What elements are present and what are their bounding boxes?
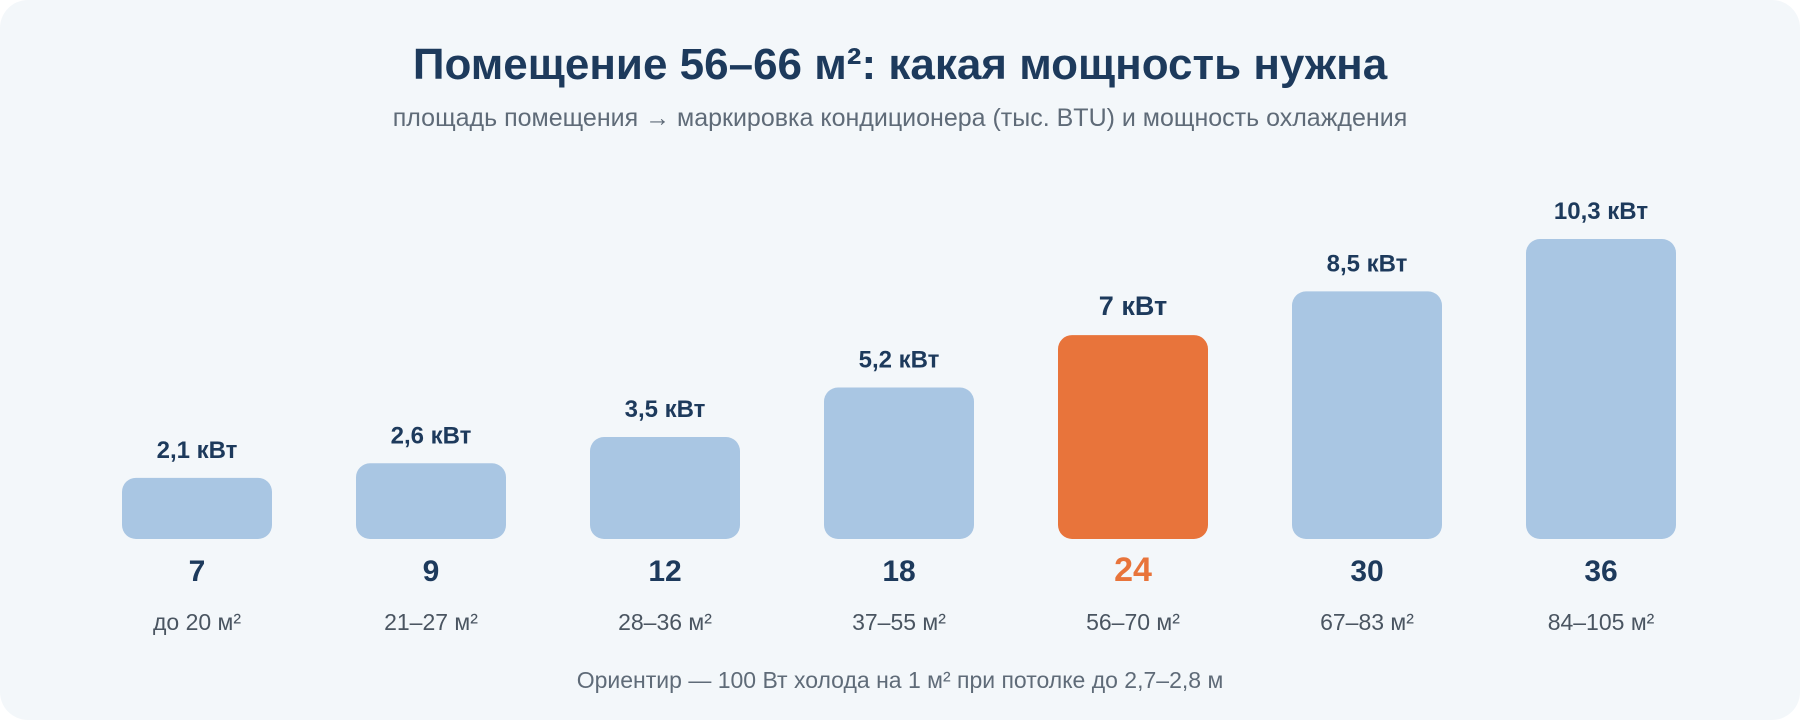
category-label: 7 — [189, 555, 206, 588]
chart-subtitle: площадь помещения → маркировка кондицион… — [392, 104, 1408, 132]
bar — [824, 387, 974, 539]
bar-value-label: 10,3 кВт — [1554, 198, 1648, 225]
bar — [590, 437, 740, 539]
category-label: 9 — [423, 555, 440, 588]
category-label: 36 — [1584, 555, 1617, 588]
bar-highlighted — [1058, 335, 1208, 539]
bar-value-label: 2,6 кВт — [391, 422, 472, 449]
bar — [356, 463, 506, 539]
area-label: 84–105 м² — [1548, 609, 1655, 635]
area-label: 28–36 м² — [618, 609, 712, 635]
chart-title: Помещение 56–66 м²: какая мощность нужна — [412, 40, 1388, 89]
bar-value-label: 3,5 кВт — [625, 396, 706, 423]
category-label: 12 — [648, 555, 681, 588]
area-label: 21–27 м² — [384, 609, 478, 635]
bar — [122, 477, 272, 539]
bar — [1526, 239, 1676, 539]
category-label: 18 — [882, 555, 915, 588]
area-label: 67–83 м² — [1320, 609, 1414, 635]
bar — [1292, 291, 1442, 539]
area-label: 37–55 м² — [852, 609, 946, 635]
area-label: 56–70 м² — [1086, 609, 1180, 635]
category-label: 24 — [1114, 551, 1152, 589]
chart-footnote: Ориентир — 100 Вт холода на 1 м² при пот… — [576, 667, 1224, 693]
bar-value-label: 2,1 кВт — [157, 437, 238, 464]
category-label: 30 — [1350, 555, 1383, 588]
bar-value-label: 8,5 кВт — [1327, 250, 1408, 277]
area-label: до 20 м² — [153, 609, 241, 635]
bar-value-label: 7 кВт — [1099, 291, 1167, 321]
bar-value-label: 5,2 кВт — [859, 347, 940, 374]
